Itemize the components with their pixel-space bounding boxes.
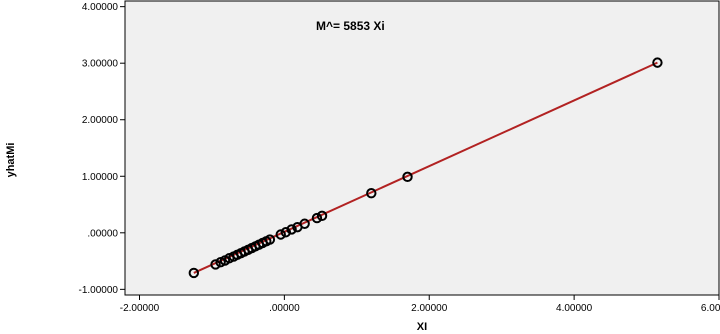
data-point: [311, 212, 323, 224]
data-point: [280, 227, 292, 238]
x-tick-label: 2.00000: [411, 303, 448, 314]
data-point: [366, 188, 377, 199]
data-point: [264, 234, 276, 245]
plot-area: [124, 0, 720, 296]
data-point: [275, 229, 286, 240]
x-axis: -2.00000 .00000 2.00000 4.00000 6.00000: [120, 295, 720, 314]
fit-line: [193, 61, 658, 274]
data-point: [316, 210, 328, 222]
y-tick-label: 3.00000: [82, 59, 119, 70]
y-axis-title: yhatMi: [5, 143, 17, 178]
x-tick-label: 6.00000: [701, 303, 720, 314]
y-tick-label: -1.00000: [79, 285, 119, 296]
data-point: [188, 267, 200, 279]
x-tick-label: -2.00000: [120, 303, 160, 314]
y-tick-label: 2.00000: [82, 115, 119, 126]
y-tick-label: 4.00000: [82, 2, 119, 13]
y-axis: -1.00000 .00000 1.00000 2.00000 3.00000 4.000…: [79, 2, 125, 296]
y-tick-label: .00000: [87, 228, 118, 239]
equation-annotation: M^= 5853 Xi: [316, 19, 385, 33]
x-tick-label: 4.00000: [556, 303, 593, 314]
data-point: [286, 224, 297, 235]
data-point: [652, 57, 663, 68]
data-points: [188, 57, 663, 279]
data-point: [402, 171, 413, 183]
x-axis-title: XI: [417, 321, 427, 333]
data-point: [210, 259, 221, 270]
y-tick-label: 1.00000: [82, 172, 119, 183]
x-tick-label: .00000: [269, 303, 300, 314]
data-point: [299, 218, 310, 229]
